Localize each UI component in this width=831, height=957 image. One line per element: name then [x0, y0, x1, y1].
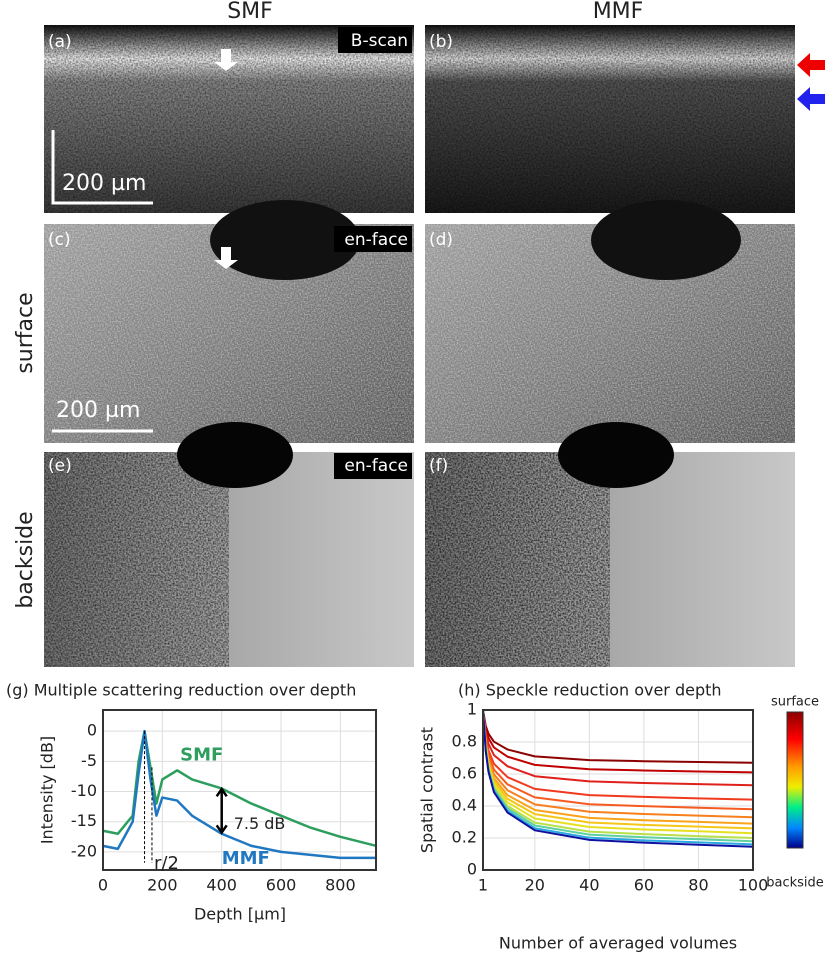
series-label: SMF	[180, 744, 223, 765]
series-line	[482, 709, 754, 787]
x-tick-label: 20	[525, 876, 545, 895]
y-tick-label: 0.2	[452, 828, 477, 847]
y-tick-label: 1	[467, 700, 477, 719]
chart-title: (g) Multiple scattering reduction over d…	[6, 681, 356, 700]
column-label: SMF	[227, 0, 273, 24]
y-tick-label: -10	[71, 781, 97, 800]
white-arrow	[214, 247, 238, 269]
series-line	[102, 729, 376, 860]
x-tick-label: 800	[325, 876, 356, 895]
panel-letter: (c)	[48, 230, 71, 250]
white-arrow	[214, 49, 238, 71]
panel-tag: en-face	[344, 230, 408, 250]
x-tick-label: 100	[738, 876, 769, 895]
series-line	[482, 709, 754, 774]
annotation-arrow	[215, 786, 228, 835]
tag-box	[334, 453, 412, 479]
y-axis-label: Intensity [dB]	[38, 736, 57, 844]
column-label: MMF	[593, 0, 644, 24]
annotation-dash	[144, 731, 153, 863]
y-tick-label: 0.4	[452, 796, 477, 815]
x-tick-label: 80	[688, 876, 708, 895]
panel-letter: (d)	[429, 230, 453, 250]
panel-letter: (f)	[429, 456, 448, 476]
x-tick-label: 600	[266, 876, 297, 895]
image-feature	[210, 200, 360, 280]
plot-frame	[482, 709, 754, 871]
y-tick-label: -15	[71, 811, 97, 830]
panel-tag: B-scan	[351, 31, 408, 51]
image-grid	[44, 25, 795, 667]
image-feature	[591, 200, 741, 280]
series-line	[482, 709, 754, 764]
row-label: backside	[13, 511, 38, 608]
scale-bar	[51, 130, 153, 205]
y-tick-label: 0	[467, 860, 477, 879]
chart-title: (h) Speckle reduction over depth	[458, 681, 722, 700]
panel-letter: (b)	[429, 32, 453, 52]
red-arrow	[797, 53, 825, 77]
panel-tag: en-face	[344, 456, 408, 476]
tag-box	[338, 27, 412, 53]
x-axis-label: Depth [µm]	[194, 905, 286, 924]
plot-area	[103, 710, 376, 870]
panel-letter: (e)	[48, 456, 72, 476]
series-label: MMF	[222, 848, 270, 869]
panel-letter: (a)	[48, 32, 72, 52]
y-tick-label: 0	[87, 721, 97, 740]
series-line	[482, 709, 754, 848]
tag-box	[334, 226, 412, 252]
y-tick-label: -20	[71, 841, 97, 860]
scale-label: 200 µm	[62, 171, 146, 196]
x-tick-label: 400	[206, 876, 237, 895]
x-tick-label: 200	[147, 876, 178, 895]
y-axis-label: Spatial contrast	[418, 727, 437, 853]
image-texture	[425, 25, 795, 213]
annotation: 7.5 dB	[234, 814, 286, 833]
scale-label: 200 µm	[56, 398, 140, 423]
image-feature	[177, 422, 293, 488]
colorbar-label: surface	[771, 695, 819, 710]
x-tick-label: 40	[579, 876, 599, 895]
x-tick-label: 0	[98, 876, 108, 895]
annotation: r/2	[154, 853, 179, 874]
x-axis-label: Number of averaged volumes	[499, 934, 737, 953]
x-tick-label: 1	[478, 876, 488, 895]
row-label: surface	[13, 292, 38, 373]
plot-frame	[102, 709, 377, 871]
blue-arrow	[797, 87, 825, 111]
image-texture	[425, 452, 610, 667]
image-texture	[44, 452, 229, 667]
x-tick-label: 60	[634, 876, 654, 895]
colorbar	[786, 711, 804, 849]
colorbar-label: backside	[766, 876, 824, 891]
y-tick-label: -5	[81, 751, 97, 770]
y-tick-label: 0.8	[452, 732, 477, 751]
image-feature	[558, 422, 674, 488]
y-tick-label: 0.6	[452, 764, 477, 783]
